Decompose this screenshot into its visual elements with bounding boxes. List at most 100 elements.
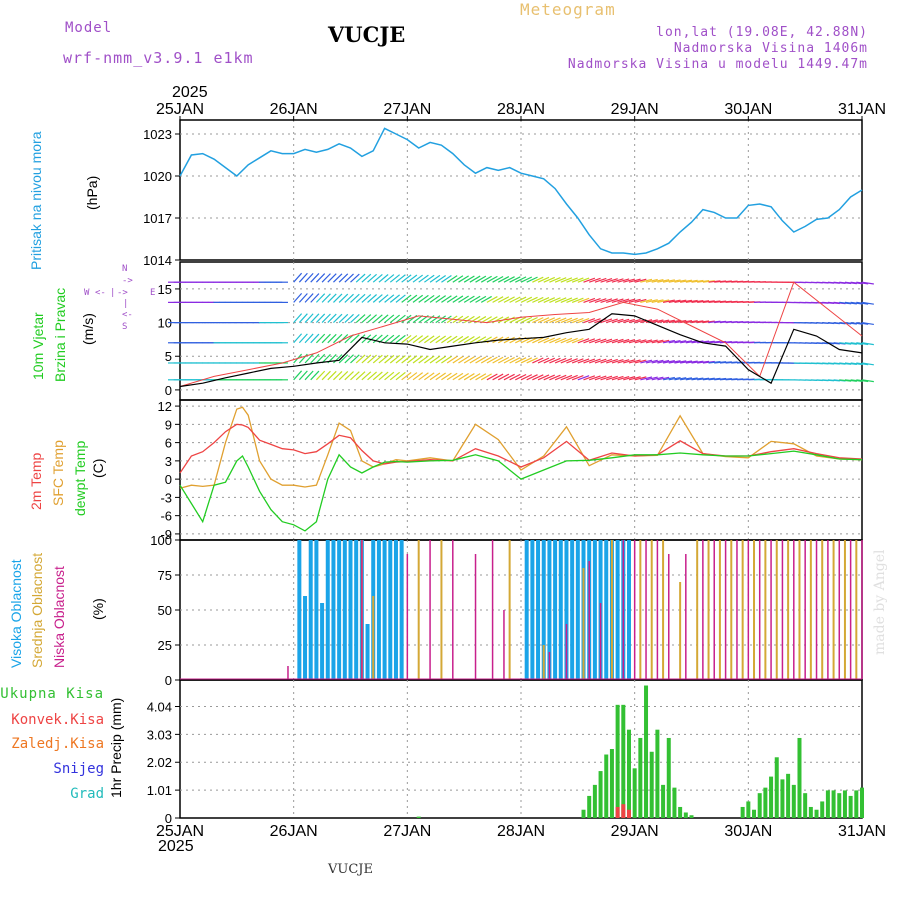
wind-arrow [389,334,401,344]
high-cloud-bar [524,540,529,679]
x-tick-label-bottom: 27JAN [383,823,431,840]
wind-arrow [298,293,308,303]
wind-arrow [509,296,521,303]
wind-arrow [577,338,590,344]
wind-arrow [367,294,377,303]
wind-arrow [640,339,653,344]
wind-arrow [685,360,698,364]
total-precip-bar [581,809,586,818]
wind-arrow [469,336,481,344]
wind-arrow [503,296,515,303]
x-tick-label-top: 26JAN [270,101,318,118]
wind-arrow [315,273,326,283]
wind-arrow [418,294,429,303]
wind-arrow [515,276,527,283]
wind-arrow [401,314,412,324]
compass-w: W [84,288,90,298]
wind-arrow [549,357,561,364]
x-tick-label-top: 27JAN [383,101,431,118]
wind-arrow [526,316,538,324]
wind-arrow [861,301,874,305]
x-tick-label-bottom: 25JAN [156,823,204,840]
wind-arrow [702,300,715,303]
model-name: wrf-nmm_v3.9.1 e1km [63,49,254,67]
wind-arrow [697,300,710,303]
low-cloud-bar [793,540,795,679]
total-precip-bar [831,790,836,818]
wind-arrow [355,371,366,381]
y-tick-label: 2.02 [147,755,172,770]
high-cloud-bar [530,540,535,679]
wind-arrow [327,273,337,283]
mid-cloud-bar [730,540,733,679]
wind-arrow [850,362,863,366]
wind-arrow [657,279,670,283]
mid-cloud-bar [821,540,824,679]
low-cloud-bar [406,554,409,679]
wind-arrow [315,370,326,381]
wind-arrow [310,273,320,283]
wind-arrow [486,316,498,324]
high-cloud-bar [325,540,330,679]
wind-arrow [577,297,590,303]
x-tick-label-top: 25JAN [156,101,204,118]
low-cloud-bar [622,540,625,679]
high-cloud-bar [348,540,353,679]
wind-arrow [714,377,727,381]
wind-arrow [372,371,383,381]
wind-arrow [560,317,573,324]
high-cloud-bar [541,540,546,679]
wind-arrow [458,372,469,381]
y-tick-label: 15 [158,282,172,297]
wind-arrow [418,372,429,381]
wind-arrow [293,292,303,303]
wind-arrow [492,275,504,283]
wind-arrow [668,279,681,283]
y-tick-label: 100 [150,533,172,548]
station-elevation: Nadmorska Visina 1406m [673,41,868,56]
low-cloud-bar [287,666,289,679]
mid-cloud-bar [508,540,511,679]
wind-arrow [441,275,452,283]
y-tick-label: 0 [165,472,172,487]
wind-arrow [645,319,658,324]
y-tick-label: 3 [165,454,172,469]
total-precip-bar [587,795,592,818]
wind-arrow [583,375,596,381]
wind-arrow [702,377,715,381]
wind-arrow [668,360,681,364]
wind-arrow [532,374,544,381]
low-cloud-bar [633,540,636,679]
total-precip-bar [803,793,808,818]
total-precip-bar [632,768,637,818]
wind-arrow [298,272,308,283]
wind-arrow [856,301,869,305]
high-cloud-bar [365,624,370,679]
wind-arrow [560,374,573,381]
coordinates: lon,lat (19.08E, 42.88N) [656,25,868,40]
wind-arrow [424,274,435,283]
wind-arrow [623,318,636,324]
wind-arrow [509,357,521,364]
wind-arrow [321,353,331,364]
wind-arrow [691,320,704,324]
wind-arrow [628,376,641,381]
wind-arrow [714,300,727,303]
wind-arrow [589,338,601,344]
wind-arrow [372,314,383,324]
wind-arrow [560,337,573,344]
low-cloud-bar [815,540,818,679]
wind-arrow [623,359,636,364]
wind-arrow [463,356,475,364]
total-precip-bar [678,806,683,818]
wind-arrow [697,340,710,344]
mid-cloud-bar [787,540,790,679]
wind-arrow [458,275,469,283]
low-cloud-bar [474,554,477,679]
wind-arrow [361,273,372,283]
meteogram-title: Meteogram [520,0,616,19]
wind-arrow [634,376,647,381]
wind-arrow [515,357,527,364]
wind-arrow [361,354,372,364]
